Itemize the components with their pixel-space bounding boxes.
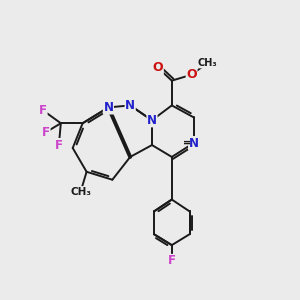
Text: F: F: [55, 139, 63, 152]
Text: F: F: [39, 104, 47, 117]
Text: N: N: [189, 136, 199, 150]
Text: CH₃: CH₃: [70, 187, 91, 196]
Text: F: F: [42, 126, 50, 139]
Text: CH₃: CH₃: [198, 58, 217, 68]
Text: N: N: [147, 114, 157, 127]
Text: =: =: [183, 138, 191, 148]
Text: O: O: [186, 68, 197, 81]
Text: F: F: [168, 254, 176, 268]
Text: N: N: [125, 99, 135, 112]
Text: N: N: [103, 101, 113, 114]
Text: O: O: [153, 61, 163, 74]
